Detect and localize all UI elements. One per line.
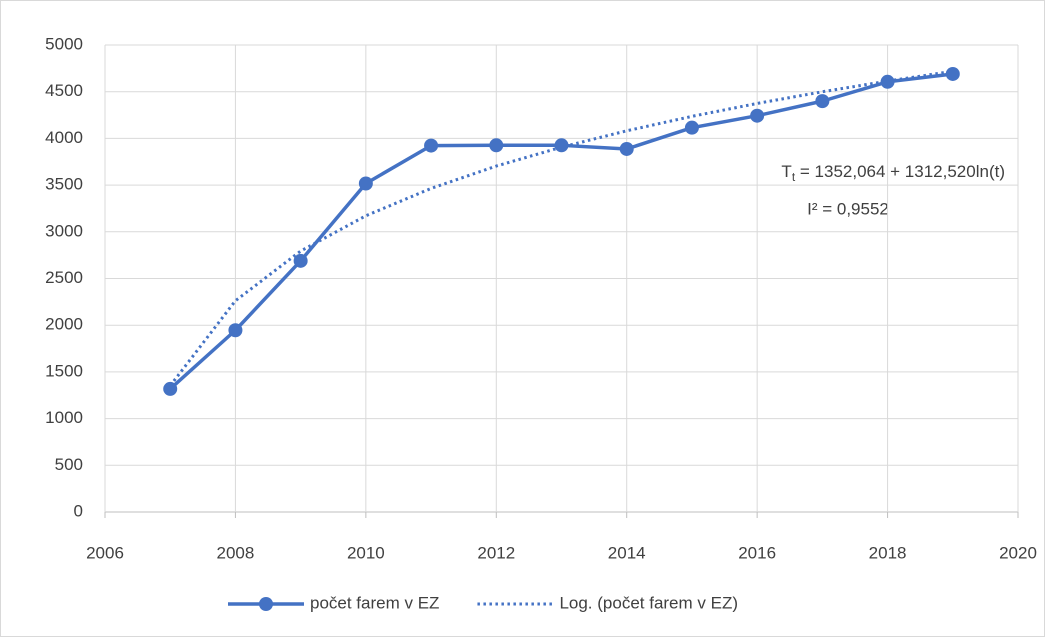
data-point [945, 66, 960, 81]
y-tick-label: 500 [55, 455, 83, 474]
trend-equation: Tt = 1352,064 + 1312,520ln(t) [781, 162, 1005, 184]
y-tick-label: 0 [74, 501, 83, 520]
data-point [554, 138, 569, 153]
x-tick-label: 2014 [608, 543, 646, 562]
y-tick-label: 1000 [45, 408, 83, 427]
y-tick-label: 2500 [45, 268, 83, 287]
x-tick-label: 2006 [86, 543, 124, 562]
data-point [880, 74, 895, 89]
equation-part: = 1352,064 + 1312,520ln(t) [795, 162, 1005, 181]
x-tick-label: 2008 [217, 543, 255, 562]
data-point [750, 108, 765, 123]
r-squared: I² = 0,9552 [807, 199, 889, 218]
x-tick-label: 2016 [738, 543, 776, 562]
equation-part: T [781, 162, 791, 181]
x-tick-label: 2020 [999, 543, 1037, 562]
data-point [684, 120, 699, 135]
legend-label: Log. (počet farem v EZ) [559, 593, 738, 612]
x-tick-label: 2012 [477, 543, 515, 562]
x-tick-label: 2010 [347, 543, 385, 562]
y-tick-label: 3500 [45, 175, 83, 194]
y-tick-label: 4500 [45, 81, 83, 100]
data-point [619, 141, 634, 156]
data-point [228, 323, 243, 338]
data-point [293, 253, 308, 268]
data-point [358, 176, 373, 191]
legend-label: počet farem v EZ [310, 593, 439, 612]
data-point [489, 138, 504, 153]
equation-subscript: t [792, 170, 796, 184]
y-tick-label: 5000 [45, 34, 83, 53]
y-tick-label: 3000 [45, 221, 83, 240]
y-tick-label: 2000 [45, 315, 83, 334]
data-point [815, 94, 830, 109]
data-point [163, 381, 178, 396]
y-tick-label: 1500 [45, 361, 83, 380]
y-tick-label: 4000 [45, 128, 83, 147]
data-point [424, 138, 439, 153]
legend-marker [259, 597, 273, 611]
x-tick-label: 2018 [869, 543, 907, 562]
